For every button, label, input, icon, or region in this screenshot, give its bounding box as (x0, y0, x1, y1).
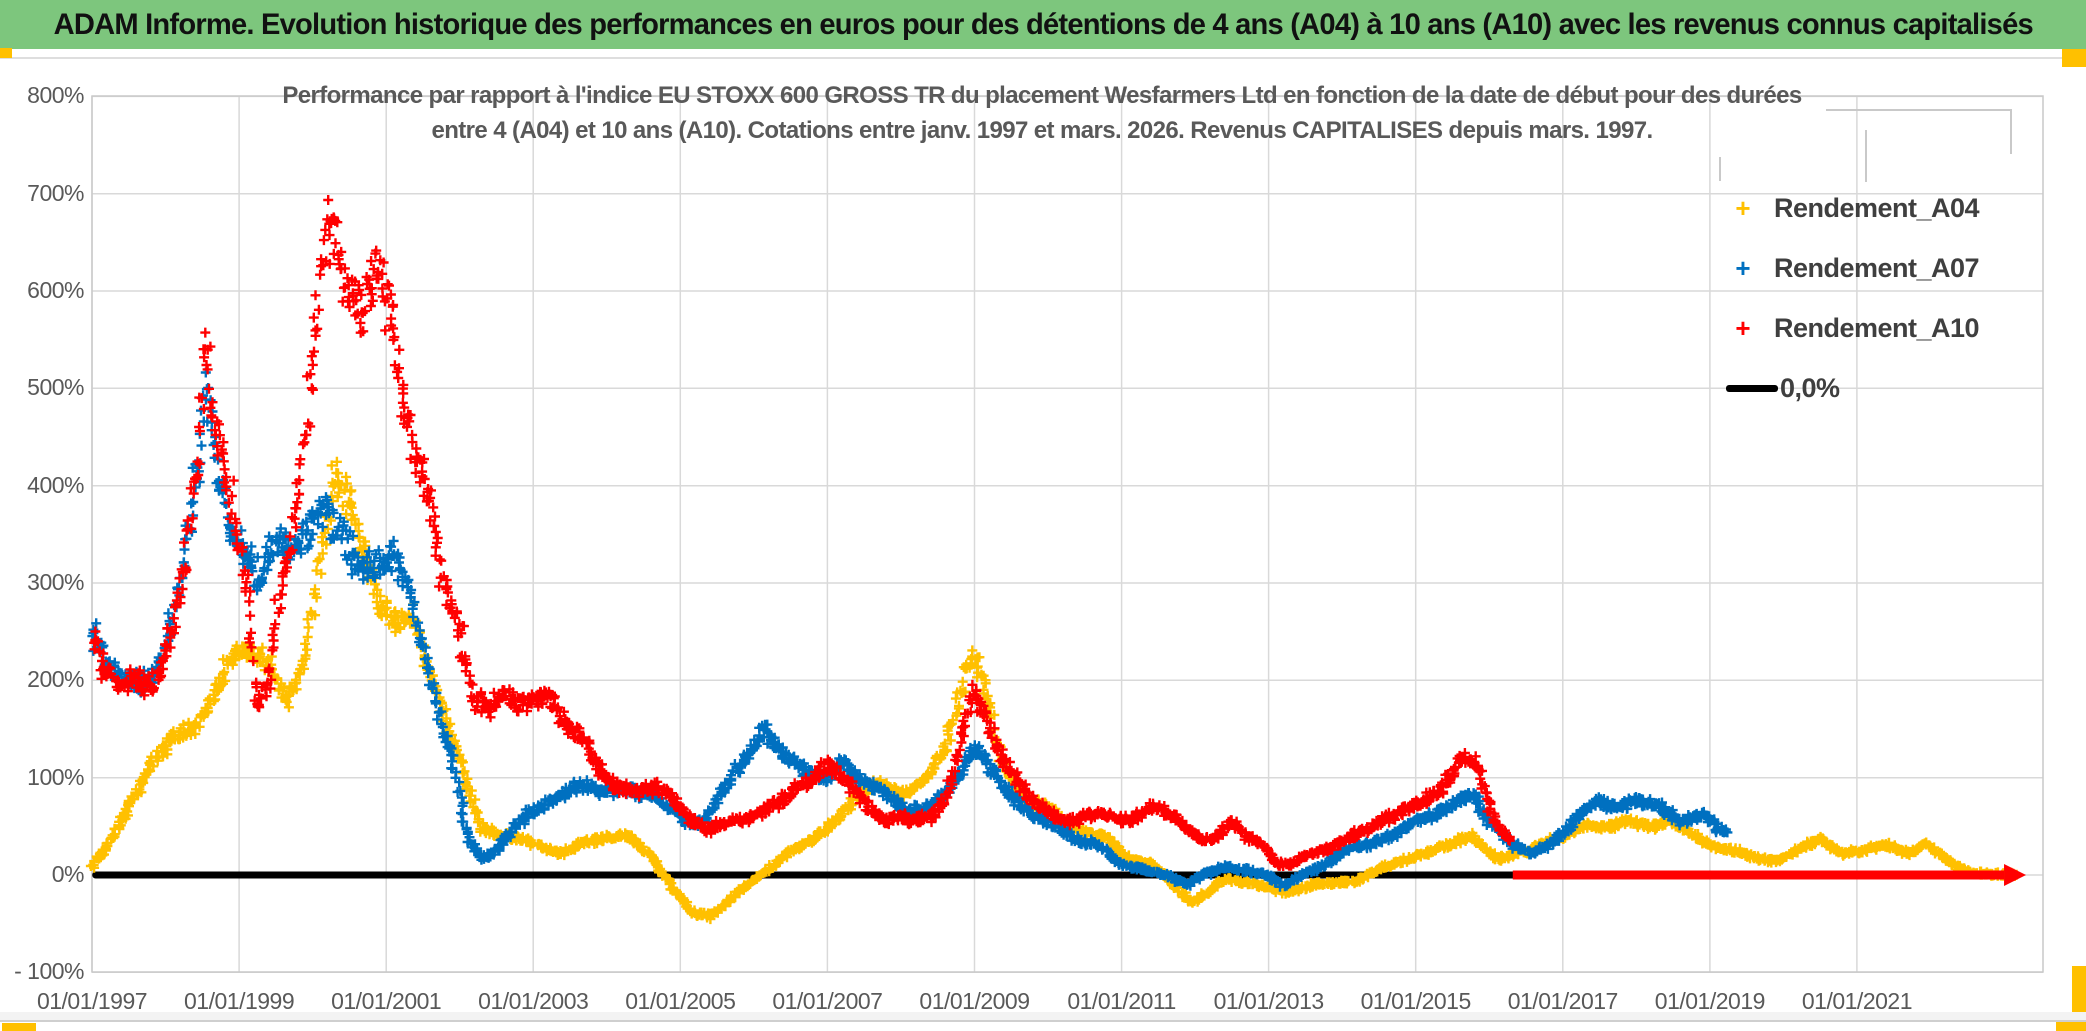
x-axis-tick-label: 01/01/2021 (1801, 988, 1913, 1014)
y-axis-tick-label: 300% (27, 569, 84, 595)
frame-accent-bottom-right (2056, 1021, 2086, 1031)
plus-marker-icon: + (1735, 193, 1751, 223)
x-axis-tick-label: 01/01/2017 (1507, 988, 1619, 1014)
x-axis-tick-label: 01/01/2013 (1213, 988, 1325, 1014)
legend-item-rendement-a04: + Rendement_A04 (1726, 178, 2066, 238)
legend-label: Rendement_A07 (1774, 252, 1980, 283)
x-axis-tick-label: 01/01/2003 (478, 988, 589, 1014)
y-axis-tick-label: 600% (27, 277, 84, 304)
a10-zero-arrowhead-icon (2004, 864, 2027, 886)
legend-label: Rendement_A04 (1774, 192, 1980, 223)
frame-accent-top-right (2062, 49, 2086, 67)
chart-subtitle-line2: entre 4 (A04) et 10 ans (A10). Cotations… (431, 117, 1653, 144)
y-axis-tick-label: 400% (27, 471, 84, 498)
x-axis-tick-label: 01/01/1997 (36, 988, 148, 1014)
callout-line (1826, 109, 2012, 111)
x-axis-tick-label: 01/01/2019 (1654, 988, 1766, 1014)
x-axis-tick-label: 01/01/1999 (184, 988, 295, 1014)
frame-accent-bottom-left (2, 1023, 36, 1031)
chart-subtitle: Performance par rapport à l'indice EU ST… (92, 78, 1992, 148)
line-swatch-icon (1726, 384, 1778, 392)
y-axis-tick-label: 500% (27, 374, 84, 401)
y-axis-tick-label: 200% (27, 666, 84, 693)
series-rendement_a04-markers (85, 456, 2022, 925)
legend-item-0-0-: 0,0% (1726, 358, 2066, 418)
y-axis-tick-label: - 100% (14, 958, 84, 985)
legend-label: 0,0% (1780, 372, 1840, 403)
series-rendement_a10-markers (89, 195, 1515, 871)
chart-subtitle-line1: Performance par rapport à l'indice EU ST… (282, 82, 1802, 109)
legend-item-rendement-a10: + Rendement_A10 (1726, 298, 2066, 358)
y-axis-tick-label: 800% (27, 82, 84, 109)
x-axis-tick-label: 01/01/2005 (625, 988, 736, 1014)
header-bar: ADAM Informe. Evolution historique des p… (0, 0, 2086, 49)
callout-line (2010, 109, 2012, 154)
callout-line (1719, 157, 1721, 181)
y-axis-tick-label: 700% (27, 179, 84, 206)
frame-accent-top-left (0, 48, 12, 58)
series-markers (85, 195, 2022, 925)
x-axis-tick-label: 01/01/2007 (772, 988, 883, 1014)
x-axis-tick-label: 01/01/2009 (919, 988, 1030, 1014)
plus-marker-icon: + (1735, 313, 1751, 343)
x-axis-tick-label: 01/01/2001 (331, 988, 442, 1014)
legend: + Rendement_A04 + Rendement_A07 + Rendement_A… (1726, 178, 2066, 418)
y-axis-tick-label: 0% (51, 861, 85, 887)
legend-label: Rendement_A10 (1774, 312, 1980, 343)
legend-item-rendement-a07: + Rendement_A07 (1726, 238, 2066, 298)
bottom-scroll-track[interactable] (0, 1012, 2086, 1022)
y-axis-tick-label: 100% (27, 763, 84, 790)
x-axis-tick-label: 01/01/2011 (1067, 988, 1176, 1014)
plus-marker-icon: + (1735, 253, 1751, 283)
callout-line (1865, 130, 1867, 182)
gridlines (91, 95, 2044, 974)
x-axis-tick-label: 01/01/2015 (1360, 988, 1472, 1014)
page-title: ADAM Informe. Evolution historique des p… (53, 7, 2033, 41)
header-divider (0, 57, 2086, 59)
